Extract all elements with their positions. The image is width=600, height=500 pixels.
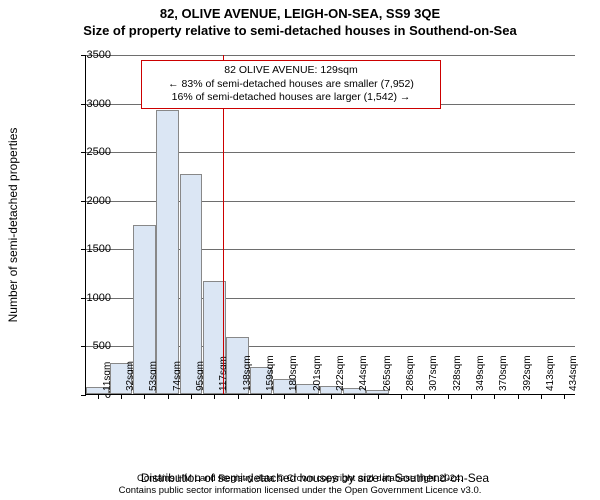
y-tick-label: 500: [71, 340, 111, 352]
x-tick-mark: [354, 394, 355, 399]
y-tick-label: 2500: [71, 146, 111, 158]
header: 82, OLIVE AVENUE, LEIGH-ON-SEA, SS9 3QE …: [0, 0, 600, 40]
x-tick-mark: [308, 394, 309, 399]
x-tick-label: 307sqm: [428, 355, 439, 391]
address-line: 82, OLIVE AVENUE, LEIGH-ON-SEA, SS9 3QE: [0, 6, 600, 23]
x-tick-mark: [541, 394, 542, 399]
footer-line-1: Contains HM Land Registry data © Crown c…: [0, 473, 600, 485]
x-tick-mark: [168, 394, 169, 399]
x-tick-mark: [518, 394, 519, 399]
x-tick-label: 349sqm: [475, 355, 486, 391]
x-tick-mark: [191, 394, 192, 399]
plot-area: 050010001500200025003000350011sqm32sqm53…: [85, 55, 575, 395]
callout-box: 82 OLIVE AVENUE: 129sqm← 83% of semi-det…: [141, 60, 441, 109]
x-tick-mark: [121, 394, 122, 399]
x-tick-mark: [214, 394, 215, 399]
footer-line-2: Contains public sector information licen…: [0, 485, 600, 497]
x-tick-label: 265sqm: [382, 355, 393, 391]
x-tick-mark: [378, 394, 379, 399]
x-tick-label: 286sqm: [405, 355, 416, 391]
y-tick-label: 1500: [71, 243, 111, 255]
y-tick-label: 3500: [71, 49, 111, 61]
callout-line: 82 OLIVE AVENUE: 129sqm: [148, 64, 434, 78]
x-tick-mark: [284, 394, 285, 399]
x-tick-mark: [424, 394, 425, 399]
x-tick-label: 392sqm: [522, 355, 533, 391]
x-tick-mark: [331, 394, 332, 399]
footer: Contains HM Land Registry data © Crown c…: [0, 473, 600, 497]
histogram-bar: [156, 110, 178, 394]
gridline: [86, 55, 575, 56]
x-tick-mark: [494, 394, 495, 399]
callout-line: ← 83% of semi-detached houses are smalle…: [148, 78, 434, 92]
x-tick-mark: [238, 394, 239, 399]
x-tick-label: 413sqm: [545, 355, 556, 391]
x-tick-label: 244sqm: [358, 355, 369, 391]
x-tick-mark: [448, 394, 449, 399]
x-tick-label: 370sqm: [498, 355, 509, 391]
x-tick-mark: [144, 394, 145, 399]
x-tick-label: 434sqm: [568, 355, 579, 391]
x-tick-mark: [261, 394, 262, 399]
x-tick-mark: [471, 394, 472, 399]
callout-line: 16% of semi-detached houses are larger (…: [148, 91, 434, 105]
x-tick-label: 222sqm: [335, 355, 346, 391]
chart-container: Number of semi-detached properties 05001…: [55, 55, 575, 430]
x-tick-mark: [564, 394, 565, 399]
subtitle-line: Size of property relative to semi-detach…: [0, 23, 600, 40]
x-tick-mark: [98, 394, 99, 399]
y-tick-label: 1000: [71, 292, 111, 304]
y-tick-label: 2000: [71, 195, 111, 207]
y-axis-title: Number of semi-detached properties: [6, 128, 20, 323]
x-tick-label: 328sqm: [452, 355, 463, 391]
x-tick-mark: [401, 394, 402, 399]
y-tick-label: 3000: [71, 98, 111, 110]
